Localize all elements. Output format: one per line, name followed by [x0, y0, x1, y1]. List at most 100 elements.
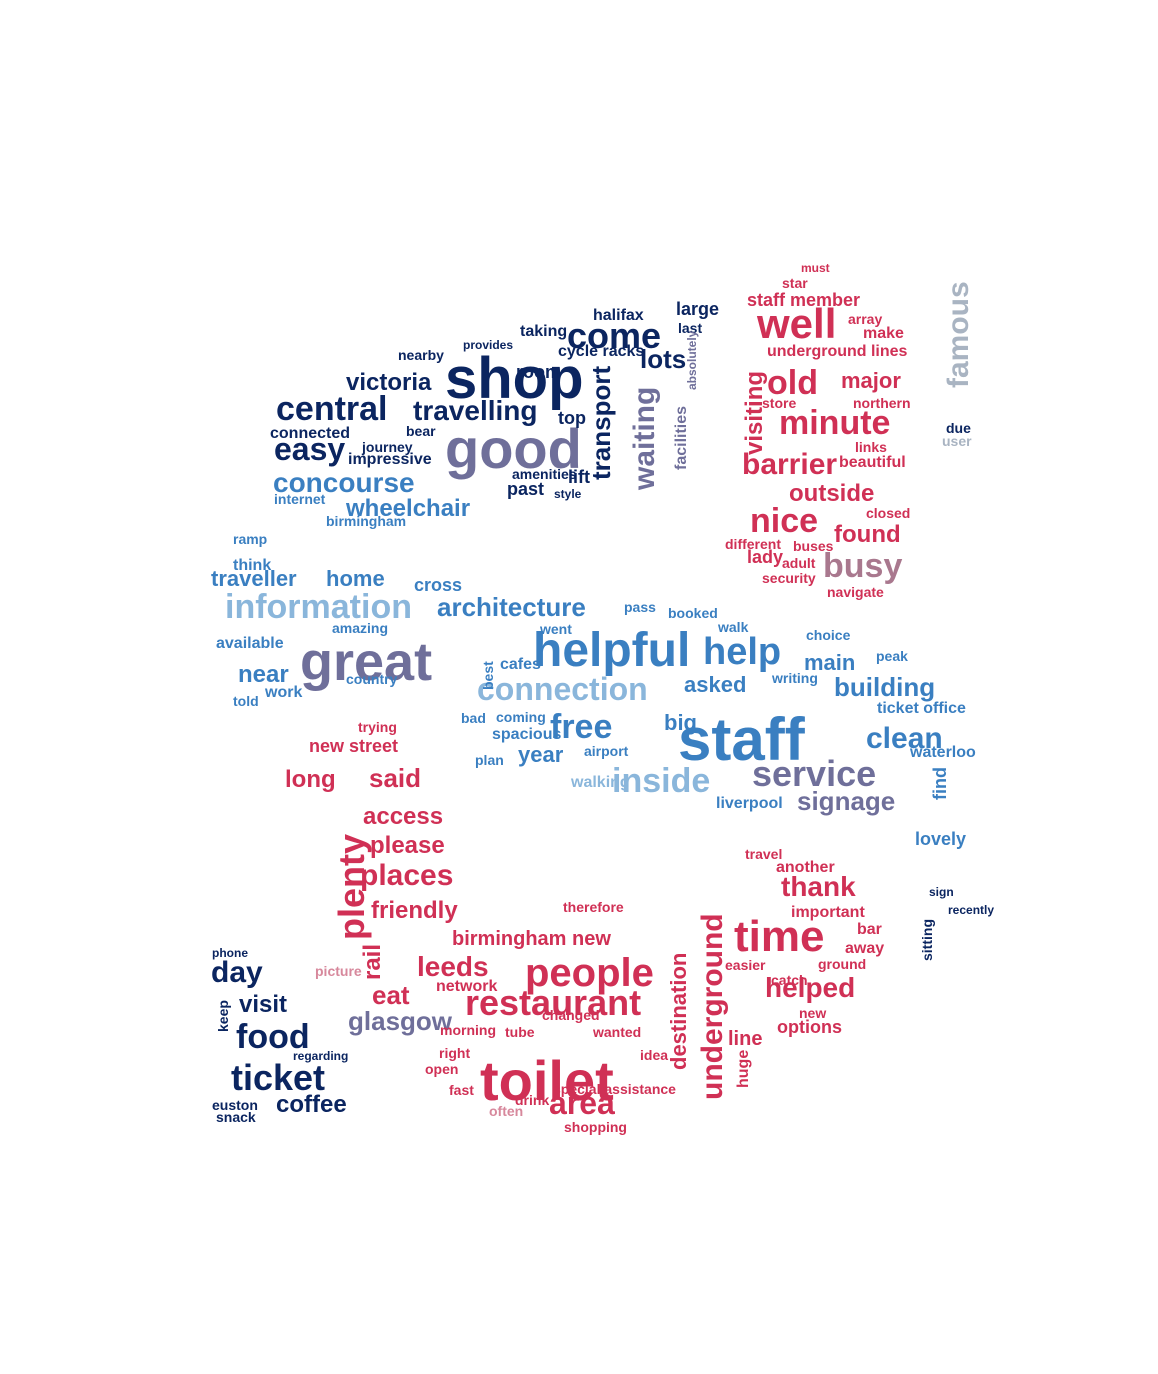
cloud-word: airport — [584, 743, 629, 759]
cloud-word: store — [762, 395, 796, 411]
cloud-word: long — [285, 766, 336, 793]
cloud-word: must — [801, 261, 830, 275]
cloud-word: writing — [771, 670, 818, 686]
cloud-word: internet — [274, 491, 326, 507]
cloud-word: style — [554, 487, 582, 501]
cloud-word: minute — [779, 404, 890, 442]
cloud-word: ground — [818, 956, 866, 972]
cloud-word: rail — [359, 944, 386, 980]
cloud-word: ticket office — [877, 700, 966, 717]
cloud-word: provides — [463, 338, 513, 352]
cloud-word: travel — [745, 846, 782, 862]
cloud-word: time — [734, 912, 824, 961]
cloud-word: area — [549, 1085, 615, 1121]
cloud-word: user — [942, 433, 972, 449]
cloud-word: tube — [505, 1024, 535, 1040]
cloud-word: clean — [866, 722, 943, 755]
cloud-word: lovely — [915, 829, 966, 849]
cloud-word: great — [300, 632, 432, 692]
cloud-word: well — [756, 300, 836, 347]
cloud-word: home — [326, 566, 385, 591]
cloud-word: free — [550, 708, 612, 746]
cloud-word: went — [539, 621, 572, 637]
cloud-word: concourse — [273, 467, 415, 498]
cloud-word: wheelchair — [345, 495, 470, 522]
cloud-word: building — [834, 672, 935, 702]
cloud-word: victoria — [346, 369, 432, 396]
cloud-word: options — [777, 1017, 842, 1037]
cloud-word: idea — [640, 1047, 668, 1063]
cloud-word: cross — [414, 575, 462, 595]
cloud-word: star — [782, 275, 808, 291]
cloud-word: told — [233, 693, 259, 709]
cloud-word: main — [804, 650, 855, 675]
cloud-word: pass — [624, 599, 656, 615]
cloud-word: visiting — [741, 371, 768, 455]
cloud-word: help — [703, 631, 781, 673]
cloud-word: sign — [929, 885, 954, 899]
cloud-word: phone — [212, 946, 248, 960]
cloud-word: another — [776, 859, 835, 876]
cloud-word: booked — [668, 605, 718, 621]
cloud-word: top — [558, 408, 586, 428]
cloud-word: recently — [948, 903, 994, 917]
cloud-word: nearby — [398, 347, 444, 363]
cloud-word: spacious — [492, 726, 561, 743]
cloud-word: service — [752, 753, 876, 794]
cloud-word: birmingham new — [452, 928, 611, 950]
cloud-word: facilities — [673, 406, 690, 470]
cloud-word: array — [848, 311, 882, 327]
cloud-word: people — [525, 951, 654, 995]
cloud-word: different — [725, 536, 781, 552]
cloud-word: shopping — [564, 1119, 627, 1135]
cloud-word: liverpool — [716, 795, 783, 812]
cloud-word: beautiful — [839, 454, 906, 471]
cloud-word: security — [762, 570, 816, 586]
cloud-word: large — [676, 299, 719, 319]
cloud-word: nice — [750, 502, 818, 540]
cloud-word: room — [516, 362, 561, 382]
cloud-word: architecture — [437, 592, 586, 622]
cloud-word: amazing — [332, 620, 388, 636]
cloud-word: drink — [515, 1092, 549, 1108]
cloud-word: near — [238, 661, 289, 688]
cloud-word: regarding — [293, 1049, 348, 1063]
cloud-word: past — [507, 479, 544, 499]
cloud-word: sitting — [919, 919, 935, 961]
cloud-word: buses — [793, 538, 834, 554]
cloud-word: away — [845, 940, 884, 957]
cloud-word: central — [276, 390, 388, 428]
cloud-word: keep — [215, 1000, 231, 1032]
cloud-word: friendly — [371, 897, 458, 924]
cloud-word: shop — [445, 346, 584, 411]
cloud-word: picture — [315, 963, 362, 979]
cloud-word: halifax — [593, 307, 644, 324]
cloud-word: special assistance — [553, 1081, 676, 1097]
cloud-word: places — [360, 859, 453, 892]
cloud-word: ramp — [233, 531, 267, 547]
cloud-word: busy — [823, 547, 902, 585]
cloud-word: please — [370, 832, 445, 859]
cloud-word: choice — [806, 627, 851, 643]
cloud-word: catch — [771, 972, 808, 988]
cloud-word: lots — [640, 344, 686, 374]
cloud-word: important — [791, 904, 865, 921]
cloud-word: due — [946, 420, 971, 436]
cloud-word: adult — [782, 555, 816, 571]
cloud-word: leeds — [417, 951, 489, 982]
cloud-word: found — [834, 521, 901, 548]
cloud-word: plan — [475, 752, 504, 768]
cloud-word: walk — [717, 619, 749, 635]
cloud-word: visit — [239, 991, 287, 1018]
cloud-word: often — [489, 1103, 523, 1119]
cloud-word: amenities — [512, 466, 577, 482]
cloud-word: available — [216, 635, 284, 652]
cloud-word: staff member — [747, 290, 860, 310]
cloud-word: right — [439, 1045, 470, 1061]
cloud-word: cafes — [500, 656, 541, 673]
cloud-word: connected — [270, 425, 350, 442]
cloud-word: plenty — [331, 834, 372, 940]
cloud-word: line — [728, 1028, 762, 1050]
